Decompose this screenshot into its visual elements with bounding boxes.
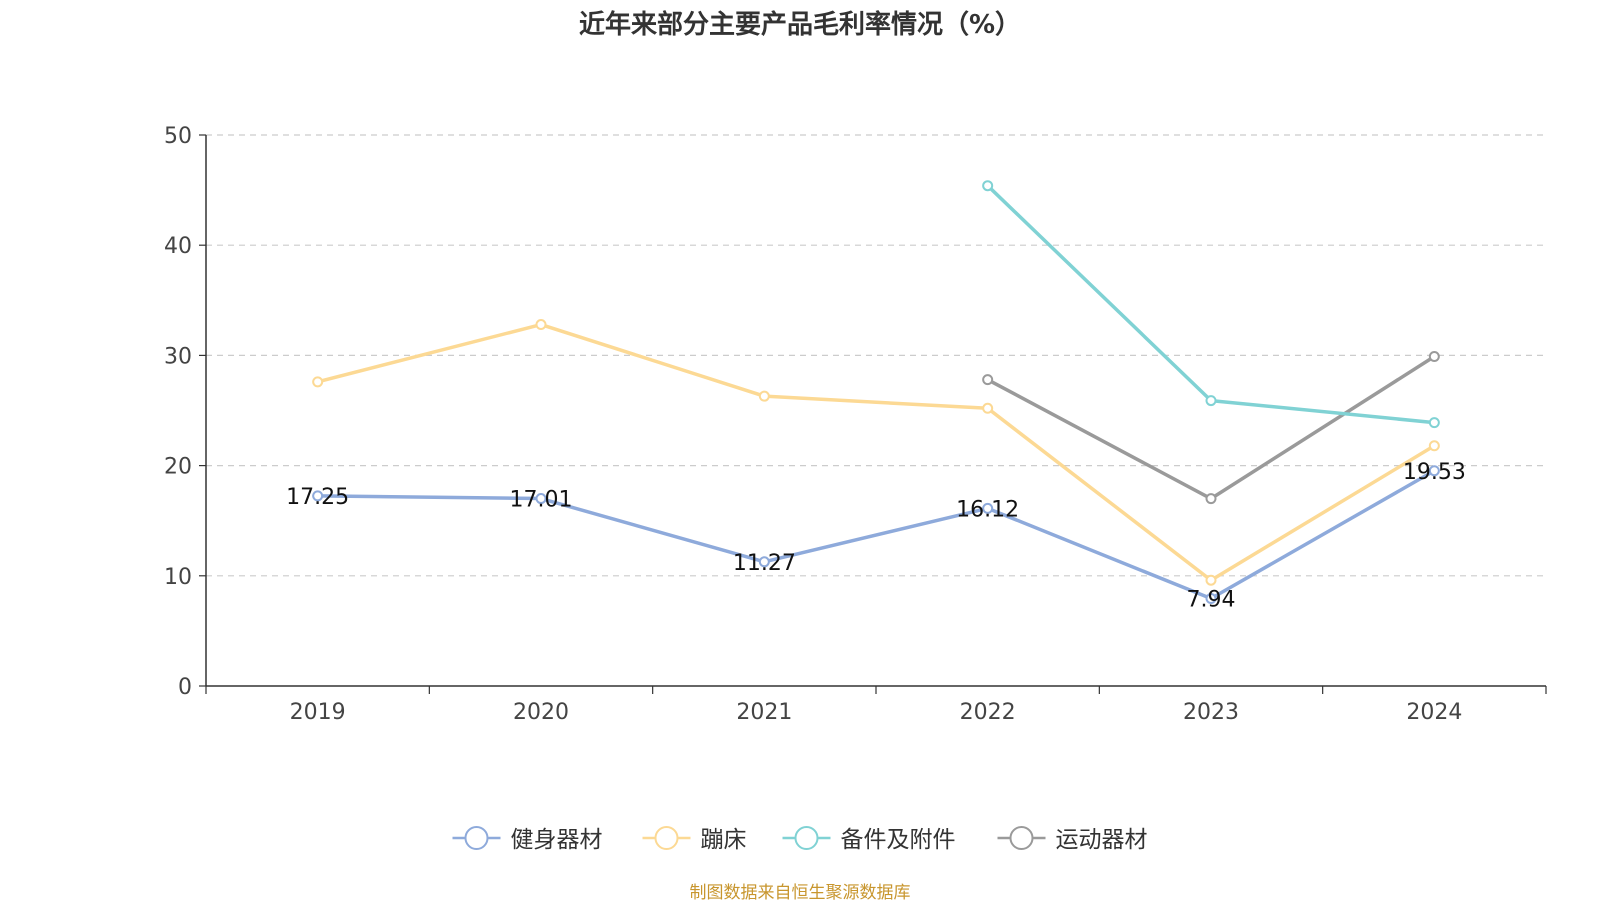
- data-point: [982, 402, 994, 414]
- series-line: [986, 355, 1436, 501]
- legend-label: 蹦床: [701, 827, 747, 853]
- series-line: [986, 184, 1435, 425]
- data-point: [1205, 493, 1217, 505]
- x-tick-label: 2022: [960, 700, 1016, 725]
- legend-label: 备件及附件: [841, 827, 956, 853]
- legend: 健身器材 蹦床 备件及附件 运动器材: [452, 826, 1148, 853]
- data-point: [982, 374, 994, 386]
- y-tick-label: 20: [164, 455, 192, 480]
- data-point: [535, 493, 547, 505]
- legend-marker: [794, 826, 819, 850]
- chart-title: 近年来部分主要产品毛利率情况（%）: [578, 10, 1022, 40]
- data-point: [982, 180, 994, 192]
- legend-marker: [464, 826, 489, 850]
- data-label: 19.53: [1403, 460, 1466, 485]
- legend-marker: [654, 826, 679, 850]
- data-point: [1205, 593, 1217, 605]
- series-lines: [312, 180, 1440, 605]
- data-point: [1428, 440, 1440, 452]
- legend-item: 备件及附件: [782, 826, 956, 853]
- data-point: [1205, 395, 1217, 407]
- legend-marker: [1009, 826, 1034, 850]
- x-tick-label: 2020: [513, 700, 569, 725]
- data-label: 7.94: [1187, 588, 1236, 613]
- x-tick-label: 2023: [1183, 700, 1239, 725]
- y-tick-label: 10: [164, 565, 192, 590]
- grid-lines: [206, 134, 1546, 577]
- y-tick-label: 0: [178, 675, 192, 700]
- data-label: 17.25: [286, 485, 349, 510]
- x-tick-label: 2019: [290, 700, 346, 725]
- data-label: 17.01: [510, 488, 573, 513]
- data-label: 11.27: [733, 551, 796, 576]
- axes: 0 10 20 30 40 50 2019 2020 2021 2022 2023 2024: [164, 124, 1547, 725]
- y-tick-label: 30: [164, 344, 192, 369]
- data-point: [1428, 351, 1440, 363]
- data-point: [758, 390, 770, 402]
- legend-item: 蹦床: [642, 826, 747, 853]
- data-labels: 17.25 17.01 11.27 16.12 7.94 19.53: [286, 460, 1466, 613]
- data-point: [758, 556, 770, 568]
- y-tick-label: 40: [164, 234, 192, 259]
- x-tick-label: 2024: [1406, 700, 1462, 725]
- source-note: 制图数据来自恒生聚源数据库: [689, 883, 911, 903]
- y-tick-label: 50: [164, 124, 192, 149]
- series-line: [317, 322, 1436, 582]
- x-tick-label: 2021: [736, 700, 792, 725]
- data-point: [1205, 574, 1217, 586]
- data-point: [312, 490, 324, 502]
- data-point: [982, 502, 994, 514]
- data-point: [535, 319, 547, 331]
- data-label: 16.12: [956, 497, 1019, 522]
- legend-item: 健身器材: [452, 826, 603, 853]
- data-point: [1428, 465, 1440, 477]
- data-point: [1428, 417, 1440, 429]
- legend-label: 运动器材: [1056, 827, 1148, 853]
- series-line: [317, 469, 1436, 601]
- data-point: [312, 376, 324, 388]
- legend-label: 健身器材: [511, 827, 603, 853]
- legend-item: 运动器材: [997, 826, 1148, 853]
